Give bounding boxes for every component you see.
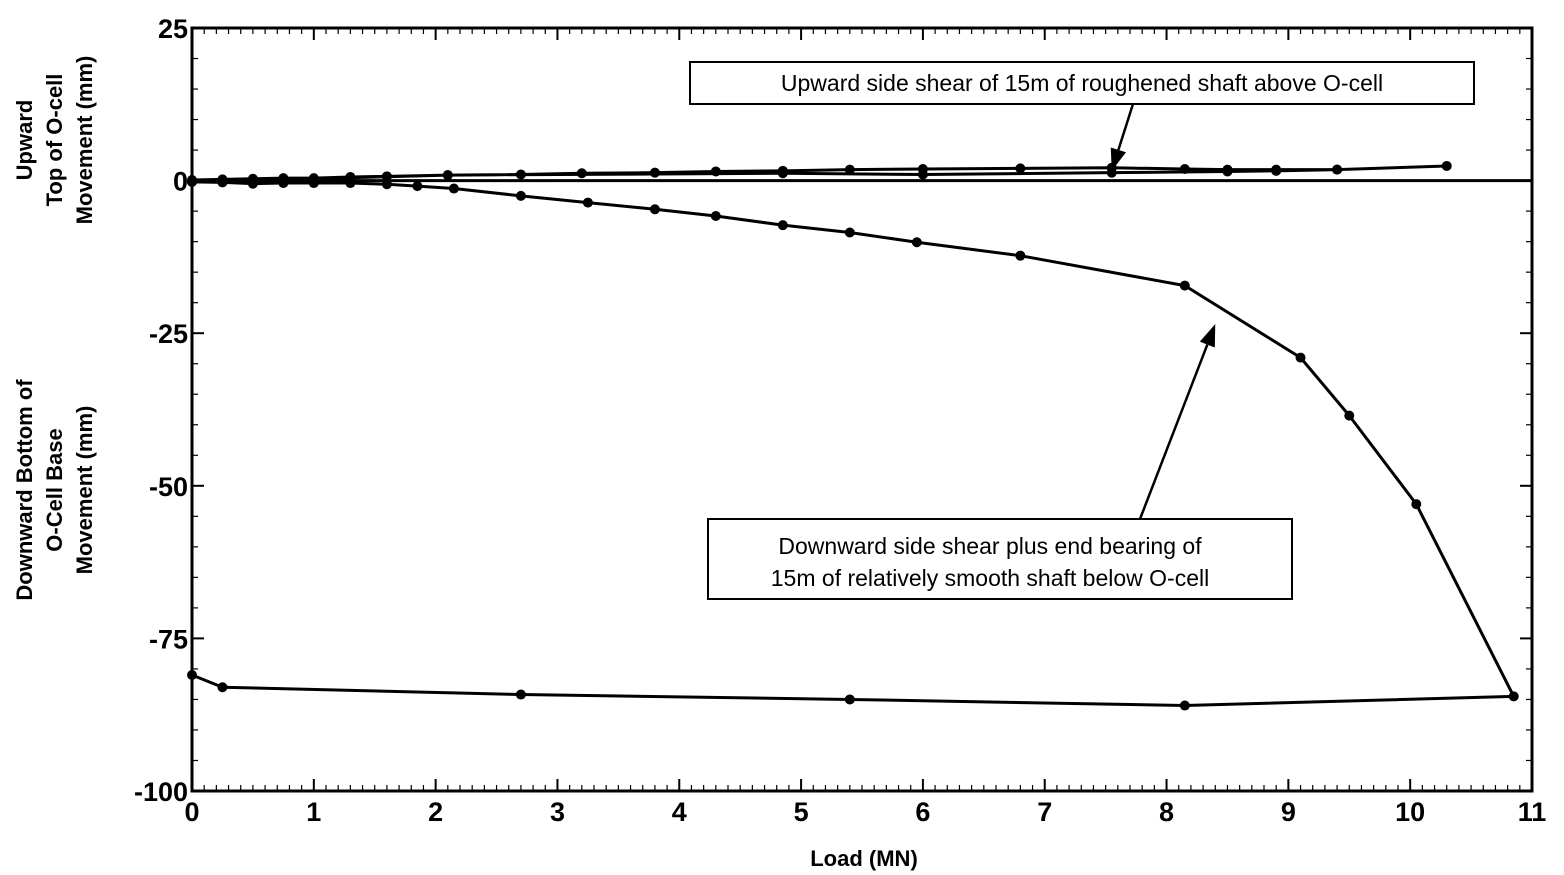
data-point-upward xyxy=(1106,167,1117,178)
x-tick-label: 10 xyxy=(1395,797,1425,827)
annotation-lower-box xyxy=(707,518,1293,600)
data-point-upward xyxy=(1441,160,1452,171)
data-point-upward xyxy=(576,168,587,179)
x-tick-label: 1 xyxy=(306,797,321,827)
y-tick-label: -50 xyxy=(149,472,188,502)
data-point-downward xyxy=(649,204,660,215)
annotation-lower-text-line-1: Downward side shear plus end bearing of xyxy=(778,533,1202,559)
y-axis-title-upper-line-1: Upward xyxy=(12,100,37,181)
x-tick-label: 9 xyxy=(1281,797,1296,827)
x-tick-label: 6 xyxy=(915,797,930,827)
data-point-upward xyxy=(515,169,526,180)
data-point-downward xyxy=(217,682,228,693)
x-tick-label: 8 xyxy=(1159,797,1174,827)
data-point-upward xyxy=(1015,163,1026,174)
y-tick-label: 25 xyxy=(158,14,188,44)
data-point-upward xyxy=(1179,164,1190,175)
y-tick-label: -25 xyxy=(149,319,188,349)
data-point-downward xyxy=(911,237,922,248)
y-axis-title-lower-line-2: O-Cell Base xyxy=(42,428,67,552)
data-point-downward xyxy=(844,227,855,238)
data-point-downward xyxy=(582,197,593,208)
annotation-lower-arrow xyxy=(1138,344,1209,520)
data-point-downward xyxy=(844,694,855,705)
x-axis-title: Load (MN) xyxy=(810,846,918,871)
series-line-upward xyxy=(191,164,1449,184)
annotation-upper-box xyxy=(689,61,1475,105)
data-point-upward xyxy=(917,169,928,180)
x-tick-label: 4 xyxy=(672,797,687,827)
y-axis-title-upper-line-3: Movement (mm) xyxy=(72,56,97,225)
data-point-upward xyxy=(1332,164,1343,175)
series-line-downward xyxy=(191,180,1516,708)
annotation-lower-text-line-2: 15m of relatively smooth shaft below O-c… xyxy=(771,565,1209,591)
data-point-downward xyxy=(187,176,197,187)
y-axis-title-upper-line-2: Top of O-cell xyxy=(42,74,67,207)
annotation-upper-arrowhead xyxy=(1110,147,1127,171)
x-tick-label: 0 xyxy=(184,797,199,827)
annotation-upper-arrow xyxy=(1117,103,1135,151)
annotation-upper-text: Upward side shear of 15m of roughened sh… xyxy=(781,70,1383,96)
x-tick-label: 7 xyxy=(1037,797,1052,827)
annotation-lower-arrowhead xyxy=(1199,324,1216,348)
data-point-downward xyxy=(187,670,197,681)
data-point-upward xyxy=(649,167,660,178)
annotation-lower: Downward side shear plus end bearing of … xyxy=(707,324,1293,600)
data-point-downward xyxy=(710,211,721,222)
data-point-upward xyxy=(710,166,721,177)
data-point-downward xyxy=(1015,250,1026,261)
data-point-downward xyxy=(1411,499,1422,510)
data-point-downward xyxy=(515,190,526,201)
data-point-downward xyxy=(247,178,258,189)
data-point-downward xyxy=(308,178,319,189)
data-point-downward xyxy=(1179,700,1190,711)
y-axis-title-upper-group: Upward Top of O-cell Movement (mm) xyxy=(12,56,97,225)
y-tick-label: 0 xyxy=(173,167,188,197)
data-point-downward xyxy=(381,179,392,190)
y-axis-title-lower-line-1: Downward Bottom of xyxy=(12,379,37,601)
y-axis-title-lower-group: Downward Bottom of O-Cell Base Movement … xyxy=(12,379,97,601)
data-point-downward xyxy=(777,220,788,231)
data-point-downward xyxy=(515,689,526,700)
plot-frame xyxy=(190,26,1534,793)
data-point-upward xyxy=(777,168,788,179)
x-tick-label: 11 xyxy=(1518,797,1547,827)
data-point-downward xyxy=(1179,280,1190,291)
data-point-upward xyxy=(442,170,453,181)
data-point-downward xyxy=(217,177,228,188)
data-point-upward xyxy=(381,171,392,182)
data-point-downward xyxy=(1344,410,1355,421)
data-point-downward xyxy=(278,178,289,189)
data-point-downward xyxy=(1295,352,1306,363)
annotation-upper: Upward side shear of 15m of roughened sh… xyxy=(689,61,1475,171)
y-tick-label: -100 xyxy=(134,777,188,807)
data-point-downward xyxy=(448,183,459,194)
x-tick-label: 5 xyxy=(794,797,809,827)
data-point-upward xyxy=(1222,166,1233,177)
data-point-downward xyxy=(412,181,423,192)
data-point-downward xyxy=(1508,691,1519,702)
y-tick-label: -75 xyxy=(149,624,188,654)
y-axis-title-lower-line-3: Movement (mm) xyxy=(72,406,97,575)
x-tick-label: 3 xyxy=(550,797,565,827)
data-point-downward xyxy=(345,178,356,189)
data-point-upward xyxy=(844,164,855,175)
data-point-upward xyxy=(1271,165,1282,176)
x-tick-label: 2 xyxy=(428,797,443,827)
